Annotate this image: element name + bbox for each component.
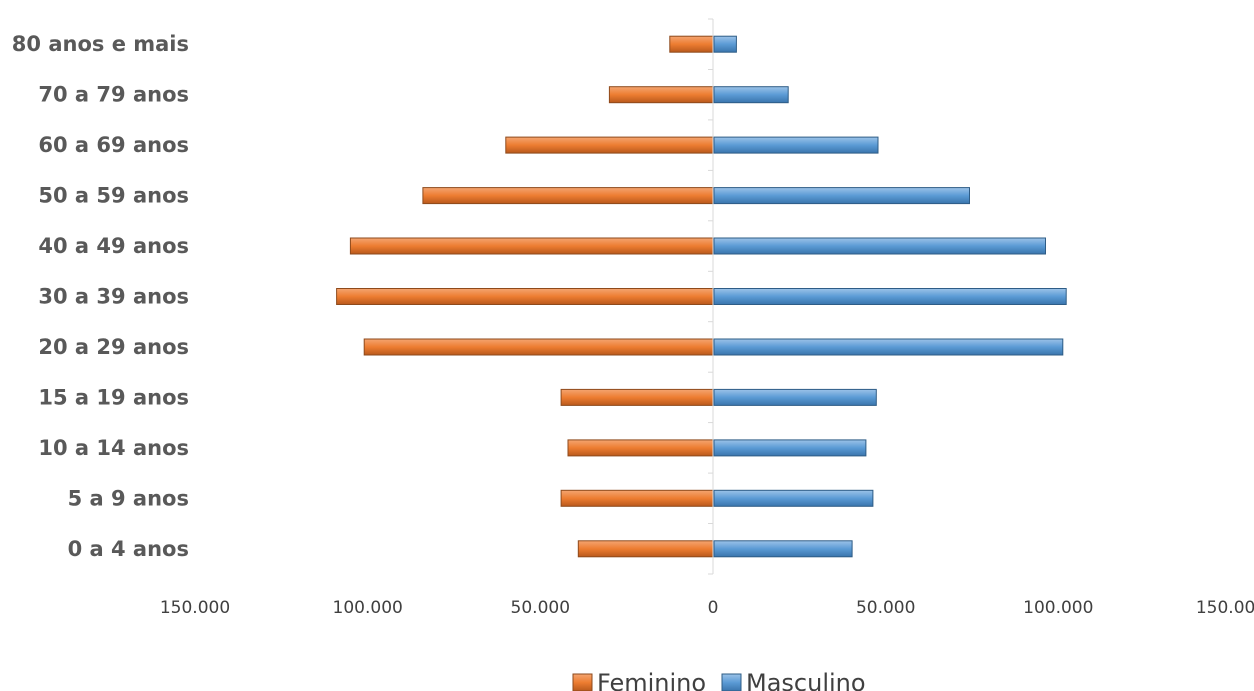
category-label: 0 a 4 anos (68, 537, 189, 561)
x-tick-label: 100.000 (333, 598, 403, 618)
bar-feminino-0 (578, 541, 713, 557)
category-labels: 0 a 4 anos 5 a 9 anos 10 a 14 anos 15 a 19 … (12, 32, 189, 561)
legend-swatch-feminino (573, 674, 592, 691)
bar-feminino-7 (423, 188, 713, 204)
bar-feminino-1 (561, 490, 713, 506)
x-tick-label: 150.000 (1196, 598, 1254, 618)
bars-layer (337, 36, 1067, 557)
x-tick-label: 150.000 (160, 598, 230, 618)
category-label: 70 a 79 anos (38, 83, 189, 107)
bar-masculino-2 (714, 440, 866, 456)
category-label: 15 a 19 anos (38, 385, 189, 409)
bar-feminino-8 (506, 137, 713, 153)
bar-feminino-2 (568, 440, 713, 456)
bar-feminino-5 (337, 289, 713, 305)
legend-swatch-masculino (722, 674, 741, 691)
bar-masculino-3 (714, 389, 876, 405)
bar-feminino-10 (670, 36, 713, 52)
bar-feminino-9 (609, 87, 713, 103)
legend-label-masculino: Masculino (746, 669, 866, 691)
bar-feminino-6 (350, 238, 713, 254)
x-axis-tick-labels: 150.000 100.000 50.000 0 50.000 100.000 150.00… (160, 598, 1254, 618)
x-tick-label: 100.000 (1023, 598, 1093, 618)
category-label: 50 a 59 anos (38, 184, 189, 208)
x-tick-label: 50.000 (511, 598, 570, 618)
x-tick-label: 0 (708, 598, 719, 618)
bar-masculino-6 (714, 238, 1046, 254)
bar-masculino-0 (714, 541, 852, 557)
category-label: 30 a 39 anos (38, 285, 189, 309)
bar-masculino-10 (714, 36, 736, 52)
x-tick-label: 50.000 (856, 598, 915, 618)
category-label: 10 a 14 anos (38, 436, 189, 460)
bar-masculino-8 (714, 137, 878, 153)
category-label: 80 anos e mais (12, 32, 189, 56)
bar-feminino-4 (364, 339, 713, 355)
category-label: 20 a 29 anos (38, 335, 189, 359)
bar-masculino-9 (714, 87, 788, 103)
bar-masculino-5 (714, 289, 1066, 305)
category-label: 40 a 49 anos (38, 234, 189, 258)
bar-masculino-4 (714, 339, 1063, 355)
bar-masculino-7 (714, 188, 970, 204)
category-label: 60 a 69 anos (38, 133, 189, 157)
legend-label-feminino: Feminino (597, 669, 706, 691)
legend: Feminino Masculino (573, 669, 866, 691)
bar-feminino-3 (561, 389, 713, 405)
category-label: 5 a 9 anos (68, 486, 189, 510)
bar-masculino-1 (714, 490, 873, 506)
